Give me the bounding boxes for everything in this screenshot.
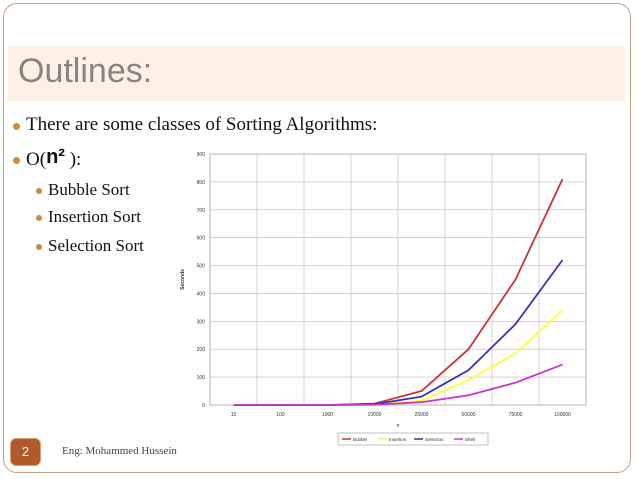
y-tick-label: 600 (197, 236, 206, 242)
bullet-dot (36, 215, 42, 221)
x-tick-label: 100 (276, 412, 285, 418)
y-tick-label: 900 (197, 152, 206, 158)
legend-label-shell: Shell (465, 437, 475, 442)
x-tick-label: 50000 (462, 412, 476, 418)
bullet-on2: O(n² ): (26, 146, 82, 171)
page-title: Outlines: (18, 52, 153, 90)
legend-box (337, 432, 489, 446)
y-tick-label: 300 (197, 319, 206, 325)
x-axis-label: n (397, 423, 400, 429)
bullet-dot (36, 244, 42, 250)
x-tick-label: 100000 (554, 412, 571, 418)
x-tick-label: 25000 (415, 412, 429, 418)
sub-bullet-insertion: Insertion Sort (48, 207, 142, 226)
x-tick-label: 1000 (322, 412, 333, 418)
bullet-dot (13, 157, 20, 164)
bullet-on2-power: n² (46, 146, 65, 168)
bullet-on2-prefix: O( (26, 149, 47, 170)
footer-author: Eng: Mohammed Hussein (62, 445, 177, 457)
sorting-time-chart: 0 100 200 300 400 500 600 700 800 900 10 100 1000 100… (180, 152, 587, 446)
legend-label-insertion: Insertion (389, 437, 407, 442)
bullet-dot (36, 188, 42, 194)
title-bar: Outlines: (8, 46, 625, 101)
legend-label-bubble: Bubble (353, 437, 368, 442)
series-line-shell (233, 363, 563, 406)
y-tick-label: 700 (197, 208, 206, 214)
sub-bullet-selection: Selection Sort (48, 236, 144, 255)
x-tick-label: 10000 (368, 412, 382, 418)
bullet-dot (13, 123, 20, 130)
sub-bullet-bubble: Bubble Sort (48, 180, 130, 199)
y-tick-label: 0 (202, 403, 205, 409)
y-tick-label: 400 (197, 291, 206, 297)
y-tick-label: 800 (197, 180, 206, 186)
page-number-badge: 2 (10, 438, 41, 466)
legend-label-selection: Selection (425, 437, 444, 442)
y-axis-label: Seconds (180, 269, 186, 290)
x-tick-label: 10 (231, 412, 237, 418)
bullet-classes: There are some classes of Sorting Algori… (26, 114, 378, 135)
x-tick-label: 75000 (509, 412, 523, 418)
y-tick-label: 200 (197, 347, 206, 353)
y-tick-label: 500 (197, 264, 206, 270)
slide-frame (3, 3, 631, 473)
bullet-on2-suffix: ): (64, 149, 82, 170)
y-tick-label: 100 (197, 375, 206, 381)
